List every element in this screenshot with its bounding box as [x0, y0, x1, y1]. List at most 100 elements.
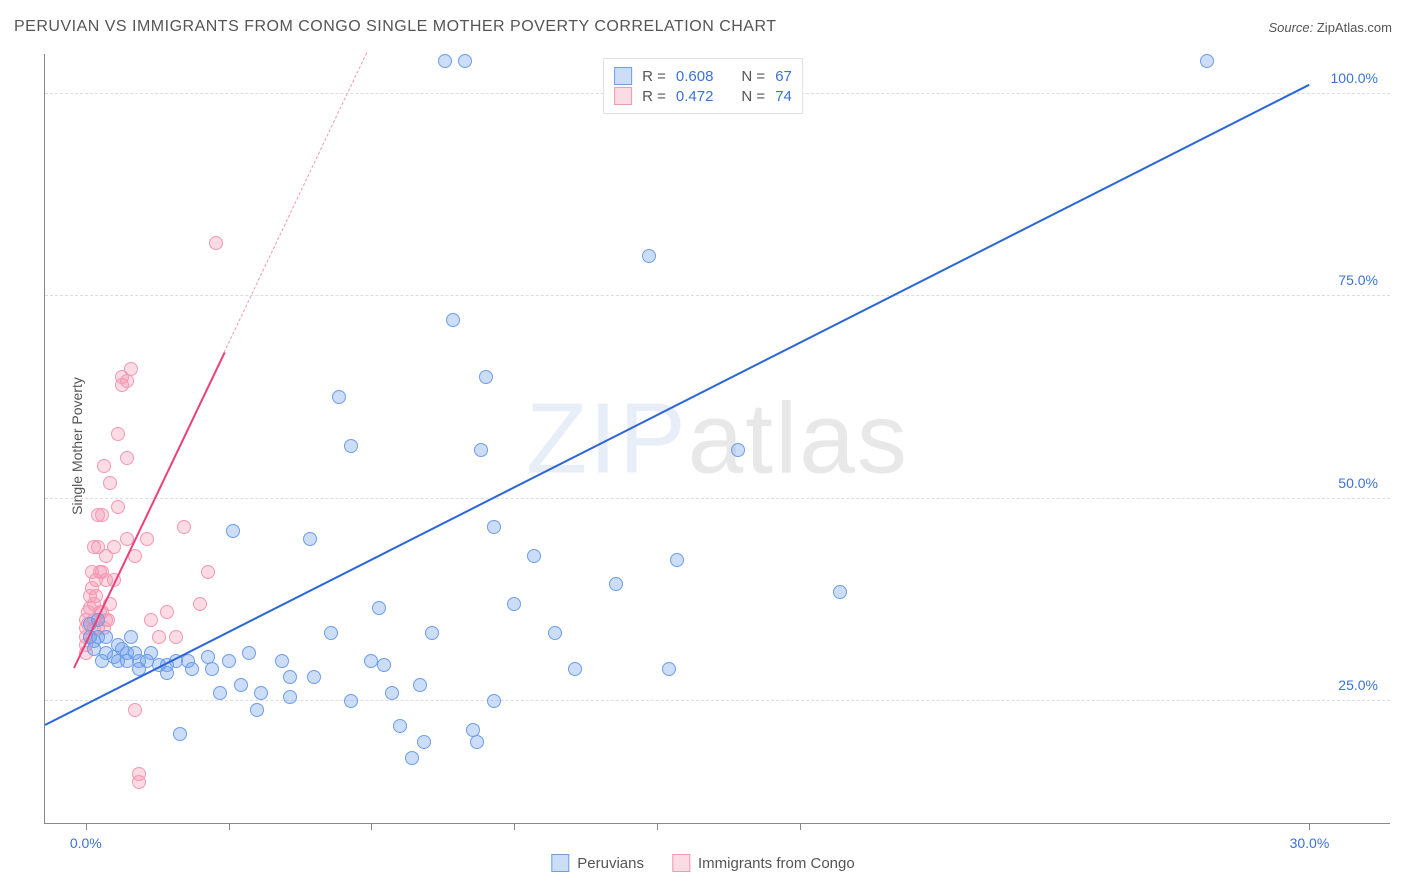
- data-point: [234, 678, 248, 692]
- source-label: Source:: [1268, 20, 1316, 35]
- data-point: [609, 577, 623, 591]
- data-point: [193, 597, 207, 611]
- data-point: [458, 54, 472, 68]
- data-point: [393, 719, 407, 733]
- data-point: [185, 662, 199, 676]
- legend-r-value: 0.608: [676, 68, 714, 85]
- data-point: [479, 370, 493, 384]
- x-tick: [514, 823, 515, 830]
- data-point: [140, 532, 154, 546]
- data-point: [731, 443, 745, 457]
- legend-n-label: N =: [741, 88, 765, 105]
- data-point: [662, 662, 676, 676]
- legend-series: Peruvians Immigrants from Congo: [551, 854, 854, 872]
- x-tick: [1309, 823, 1310, 830]
- data-point: [205, 662, 219, 676]
- data-point: [474, 443, 488, 457]
- data-point: [344, 439, 358, 453]
- y-tick-label: 50.0%: [1338, 475, 1378, 491]
- y-tick-label: 100.0%: [1331, 70, 1378, 86]
- data-point: [124, 630, 138, 644]
- data-point: [283, 690, 297, 704]
- x-tick: [229, 823, 230, 830]
- data-point: [209, 236, 223, 250]
- data-point: [173, 727, 187, 741]
- data-point: [201, 565, 215, 579]
- legend-swatch: [551, 854, 569, 872]
- legend-stats: R =0.608N =67R =0.472N =74: [603, 58, 803, 114]
- legend-r-value: 0.472: [676, 88, 714, 105]
- watermark-atlas: atlas: [688, 382, 909, 494]
- data-point: [89, 589, 103, 603]
- data-point: [487, 520, 501, 534]
- data-point: [120, 374, 134, 388]
- data-point: [425, 626, 439, 640]
- data-point: [169, 630, 183, 644]
- data-point: [111, 500, 125, 514]
- legend-swatch: [672, 854, 690, 872]
- data-point: [527, 549, 541, 563]
- data-point: [670, 553, 684, 567]
- data-point: [487, 694, 501, 708]
- data-point: [111, 427, 125, 441]
- data-point: [152, 630, 166, 644]
- data-point: [833, 585, 847, 599]
- data-point: [242, 646, 256, 660]
- gridline: [45, 700, 1390, 701]
- trend-line: [224, 52, 368, 352]
- data-point: [177, 520, 191, 534]
- legend-r-label: R =: [642, 68, 666, 85]
- data-point: [303, 532, 317, 546]
- data-point: [226, 524, 240, 538]
- legend-swatch: [614, 67, 632, 85]
- watermark: ZIPatlas: [526, 381, 909, 496]
- data-point: [332, 390, 346, 404]
- scatter-chart: ZIPatlas 25.0%50.0%75.0%100.0%0.0%30.0%: [44, 54, 1390, 824]
- trend-line: [45, 84, 1310, 726]
- data-point: [642, 249, 656, 263]
- data-point: [438, 54, 452, 68]
- data-point: [254, 686, 268, 700]
- x-tick-label: 0.0%: [70, 835, 102, 851]
- data-point: [95, 508, 109, 522]
- data-point: [446, 313, 460, 327]
- legend-n-value: 67: [775, 68, 792, 85]
- data-point: [222, 654, 236, 668]
- data-point: [128, 703, 142, 717]
- data-point: [470, 735, 484, 749]
- data-point: [132, 775, 146, 789]
- x-tick: [800, 823, 801, 830]
- data-point: [107, 540, 121, 554]
- legend-r-label: R =: [642, 88, 666, 105]
- data-point: [385, 686, 399, 700]
- data-point: [144, 613, 158, 627]
- x-tick-label: 30.0%: [1290, 835, 1330, 851]
- legend-series-label: Peruvians: [577, 855, 644, 872]
- x-tick: [657, 823, 658, 830]
- data-point: [372, 601, 386, 615]
- y-tick-label: 25.0%: [1338, 677, 1378, 693]
- data-point: [344, 694, 358, 708]
- data-point: [160, 605, 174, 619]
- data-point: [275, 654, 289, 668]
- data-point: [417, 735, 431, 749]
- gridline: [45, 498, 1390, 499]
- data-point: [213, 686, 227, 700]
- chart-title: PERUVIAN VS IMMIGRANTS FROM CONGO SINGLE…: [14, 18, 777, 36]
- y-tick-label: 75.0%: [1338, 272, 1378, 288]
- legend-swatch: [614, 87, 632, 105]
- data-point: [97, 459, 111, 473]
- data-point: [507, 597, 521, 611]
- gridline: [45, 295, 1390, 296]
- data-point: [568, 662, 582, 676]
- legend-series-item: Immigrants from Congo: [672, 854, 855, 872]
- legend-stat-row: R =0.472N =74: [614, 87, 792, 105]
- legend-series-label: Immigrants from Congo: [698, 855, 855, 872]
- data-point: [324, 626, 338, 640]
- data-point: [377, 658, 391, 672]
- data-point: [124, 362, 138, 376]
- legend-n-label: N =: [741, 68, 765, 85]
- data-point: [413, 678, 427, 692]
- data-point: [283, 670, 297, 684]
- data-point: [548, 626, 562, 640]
